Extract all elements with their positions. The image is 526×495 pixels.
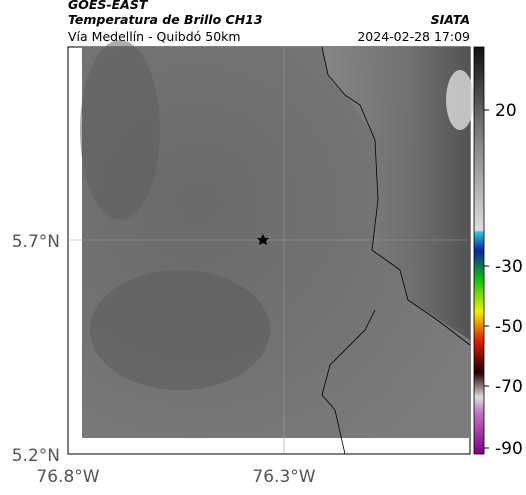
datetime: 2024-02-28 17:09 [357,29,470,44]
lon-label: 76.8°W [36,467,99,487]
colorbar-label: 20 [495,101,517,121]
subtitle: Vía Medellín - Quibdó 50km [68,29,241,44]
agency: SIATA [431,12,470,27]
colorbar-label: -30 [495,257,523,277]
colorbar-label: -50 [495,317,523,337]
lat-label: 5.7°N [12,232,60,252]
title: Temperatura de Brillo CH13 [68,12,263,27]
colorbar-label: -70 [495,377,523,397]
border [321,309,376,455]
colorbar-label: -90 [495,439,523,459]
border [321,46,471,346]
lon-label: 76.3°W [252,467,315,487]
source: GOES-EAST [68,0,149,12]
map: 5.7°N 5.2°N 76.8°W 76.3°W [12,40,474,487]
lat-label: 5.2°N [12,446,60,466]
location-marker [257,234,269,245]
colorbar: 20 -30 -50 -70 -90 [473,46,523,459]
